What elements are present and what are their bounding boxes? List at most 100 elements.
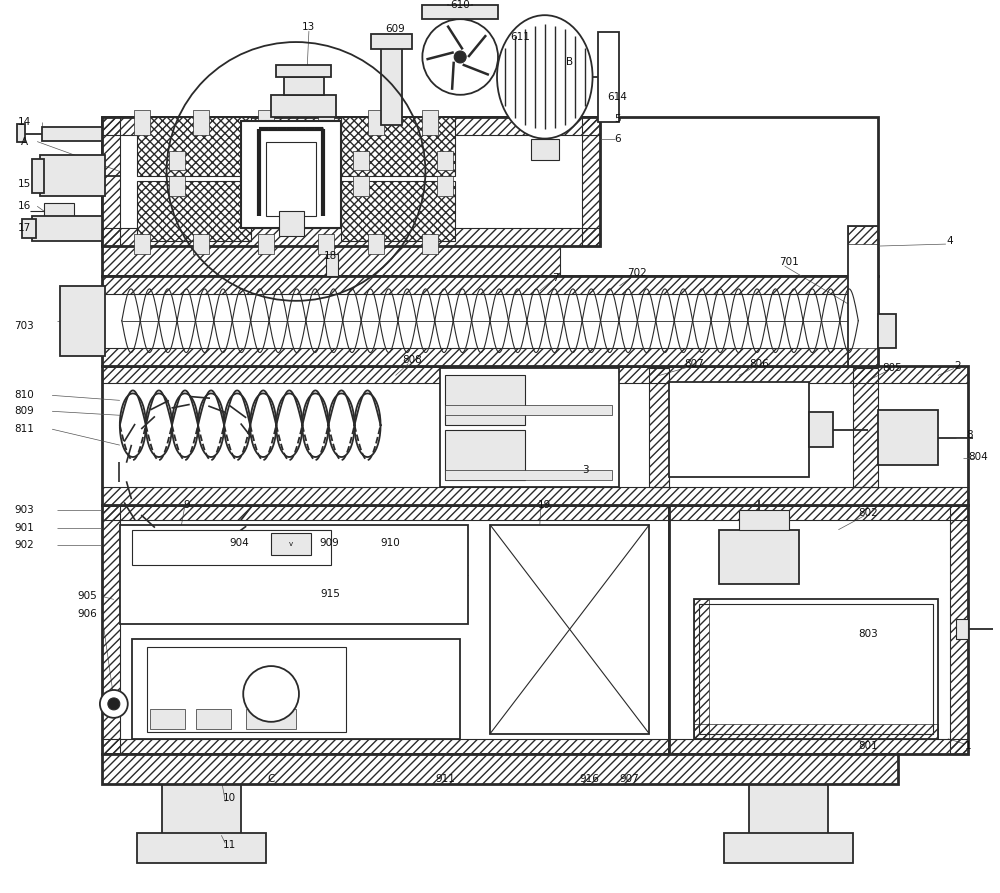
Bar bbox=[169, 151, 185, 171]
Bar bbox=[669, 739, 968, 754]
Bar bbox=[437, 151, 453, 171]
Text: 702: 702 bbox=[627, 268, 647, 278]
Bar bbox=[445, 430, 525, 480]
Circle shape bbox=[100, 690, 128, 718]
Text: 810: 810 bbox=[14, 390, 34, 400]
Text: 801: 801 bbox=[858, 740, 878, 751]
Bar bbox=[102, 754, 898, 783]
Text: 811: 811 bbox=[14, 424, 34, 434]
Bar bbox=[102, 347, 878, 365]
Text: 3: 3 bbox=[582, 465, 589, 475]
Bar bbox=[422, 110, 438, 135]
Text: 703: 703 bbox=[14, 321, 34, 330]
Bar bbox=[276, 65, 331, 77]
Bar bbox=[694, 599, 709, 739]
Bar bbox=[102, 117, 878, 276]
Bar bbox=[40, 154, 105, 196]
Text: 8: 8 bbox=[966, 430, 973, 440]
Text: B: B bbox=[566, 57, 573, 67]
Bar bbox=[102, 739, 669, 754]
Bar bbox=[102, 365, 968, 505]
Bar bbox=[169, 177, 185, 196]
Bar bbox=[848, 226, 878, 365]
Bar bbox=[102, 505, 669, 520]
Text: C: C bbox=[267, 773, 275, 783]
Bar bbox=[440, 368, 619, 487]
Bar bbox=[368, 234, 384, 254]
Bar bbox=[102, 246, 560, 276]
Text: 905: 905 bbox=[77, 591, 97, 601]
Bar bbox=[150, 709, 185, 729]
Bar bbox=[134, 110, 150, 135]
Text: 2: 2 bbox=[955, 361, 961, 371]
Bar bbox=[669, 505, 968, 754]
Bar bbox=[60, 286, 105, 355]
Bar bbox=[147, 647, 346, 731]
Bar bbox=[694, 724, 938, 739]
Text: 911: 911 bbox=[435, 773, 455, 783]
Bar bbox=[193, 234, 209, 254]
Bar bbox=[950, 505, 968, 754]
Text: 6: 6 bbox=[614, 134, 621, 144]
Bar bbox=[739, 510, 789, 530]
Bar bbox=[809, 413, 833, 447]
Text: 805: 805 bbox=[882, 363, 902, 372]
Bar bbox=[318, 234, 334, 254]
Text: 5: 5 bbox=[614, 113, 621, 124]
Bar bbox=[241, 121, 341, 229]
Text: v: v bbox=[289, 540, 293, 547]
Bar bbox=[445, 470, 612, 480]
Circle shape bbox=[454, 51, 466, 63]
Bar bbox=[271, 95, 336, 117]
Bar bbox=[341, 117, 455, 177]
Text: 13: 13 bbox=[302, 22, 316, 32]
Bar bbox=[266, 142, 316, 216]
Ellipse shape bbox=[497, 15, 593, 138]
Text: A: A bbox=[21, 137, 28, 146]
Bar bbox=[279, 212, 304, 236]
Bar bbox=[531, 138, 559, 161]
Bar bbox=[102, 487, 968, 505]
Bar bbox=[258, 110, 274, 135]
Text: 10: 10 bbox=[223, 794, 236, 804]
Bar bbox=[445, 375, 525, 425]
Bar bbox=[102, 365, 968, 383]
Bar bbox=[102, 117, 600, 135]
Text: 614: 614 bbox=[608, 92, 627, 102]
Text: 906: 906 bbox=[77, 609, 97, 620]
Text: 806: 806 bbox=[749, 358, 769, 369]
Text: 901: 901 bbox=[14, 522, 34, 533]
Bar bbox=[878, 410, 938, 465]
Text: 19: 19 bbox=[538, 500, 551, 510]
Bar bbox=[196, 709, 231, 729]
Text: 9: 9 bbox=[183, 500, 190, 510]
Bar bbox=[44, 204, 74, 218]
Text: 808: 808 bbox=[403, 355, 422, 364]
Circle shape bbox=[108, 698, 120, 710]
Bar bbox=[271, 533, 311, 555]
Text: 807: 807 bbox=[684, 358, 704, 369]
Bar bbox=[582, 117, 600, 246]
Bar bbox=[298, 151, 314, 171]
Text: 15: 15 bbox=[18, 179, 31, 189]
Text: 609: 609 bbox=[386, 24, 405, 34]
Bar bbox=[102, 505, 120, 754]
Bar bbox=[353, 151, 369, 171]
Bar bbox=[246, 709, 296, 729]
Bar bbox=[848, 347, 878, 365]
Text: 909: 909 bbox=[319, 538, 339, 547]
Text: 907: 907 bbox=[620, 773, 639, 783]
Bar bbox=[326, 254, 338, 276]
Bar bbox=[956, 620, 968, 639]
Bar bbox=[102, 505, 669, 754]
Bar bbox=[368, 110, 384, 135]
Bar bbox=[669, 382, 809, 477]
Bar bbox=[102, 276, 878, 294]
Text: 1: 1 bbox=[964, 740, 971, 751]
Text: 804: 804 bbox=[968, 452, 988, 462]
Bar bbox=[649, 368, 669, 487]
Bar bbox=[422, 234, 438, 254]
Bar bbox=[258, 234, 274, 254]
Bar bbox=[134, 234, 150, 254]
Text: 17: 17 bbox=[18, 223, 31, 233]
